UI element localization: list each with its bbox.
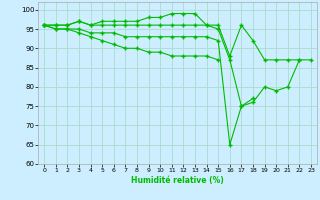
X-axis label: Humidité relative (%): Humidité relative (%): [131, 176, 224, 185]
